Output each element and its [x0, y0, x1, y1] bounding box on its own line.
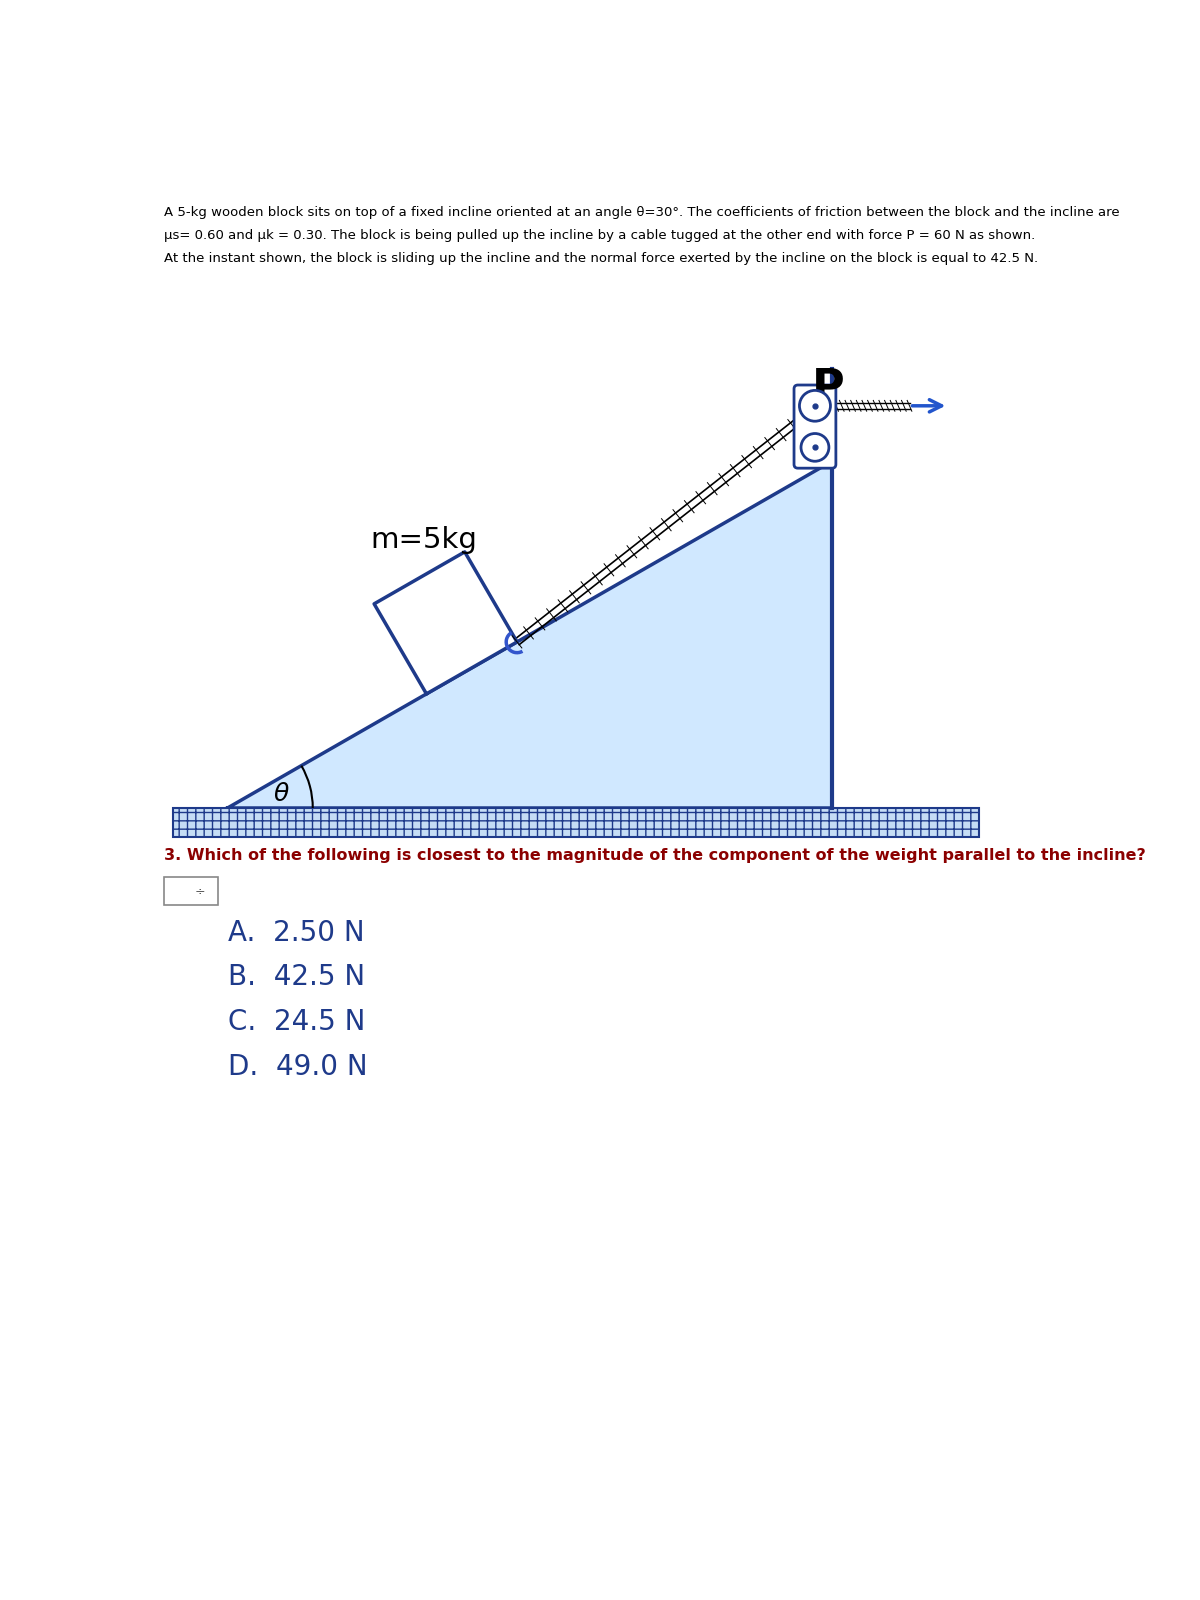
Text: A.  2.50 N: A. 2.50 N [228, 918, 364, 947]
Polygon shape [374, 552, 517, 694]
Text: μs= 0.60 and μk = 0.30. The block is being pulled up the incline by a cable tugg: μs= 0.60 and μk = 0.30. The block is bei… [164, 229, 1036, 242]
Text: P: P [811, 366, 845, 410]
Polygon shape [228, 461, 832, 808]
Text: D.  49.0 N: D. 49.0 N [228, 1053, 367, 1080]
Text: At the instant shown, the block is sliding up the incline and the normal force e: At the instant shown, the block is slidi… [164, 253, 1038, 266]
Bar [164, 877, 218, 906]
Text: A 5-kg wooden block sits on top of a fixed incline oriented at an angle θ=30°. T: A 5-kg wooden block sits on top of a fix… [164, 206, 1120, 219]
Text: C.  24.5 N: C. 24.5 N [228, 1008, 365, 1037]
Bar [173, 808, 979, 837]
Text: m=5kg: m=5kg [370, 526, 476, 554]
Text: B.  42.5 N: B. 42.5 N [228, 963, 365, 992]
Text: θ: θ [274, 782, 289, 806]
Circle shape [802, 434, 829, 461]
Circle shape [799, 390, 830, 421]
Text: ÷: ÷ [196, 885, 205, 898]
FancyBboxPatch shape [794, 386, 836, 469]
Text: 3. Which of the following is closest to the magnitude of the component of the we: 3. Which of the following is closest to … [164, 848, 1146, 862]
